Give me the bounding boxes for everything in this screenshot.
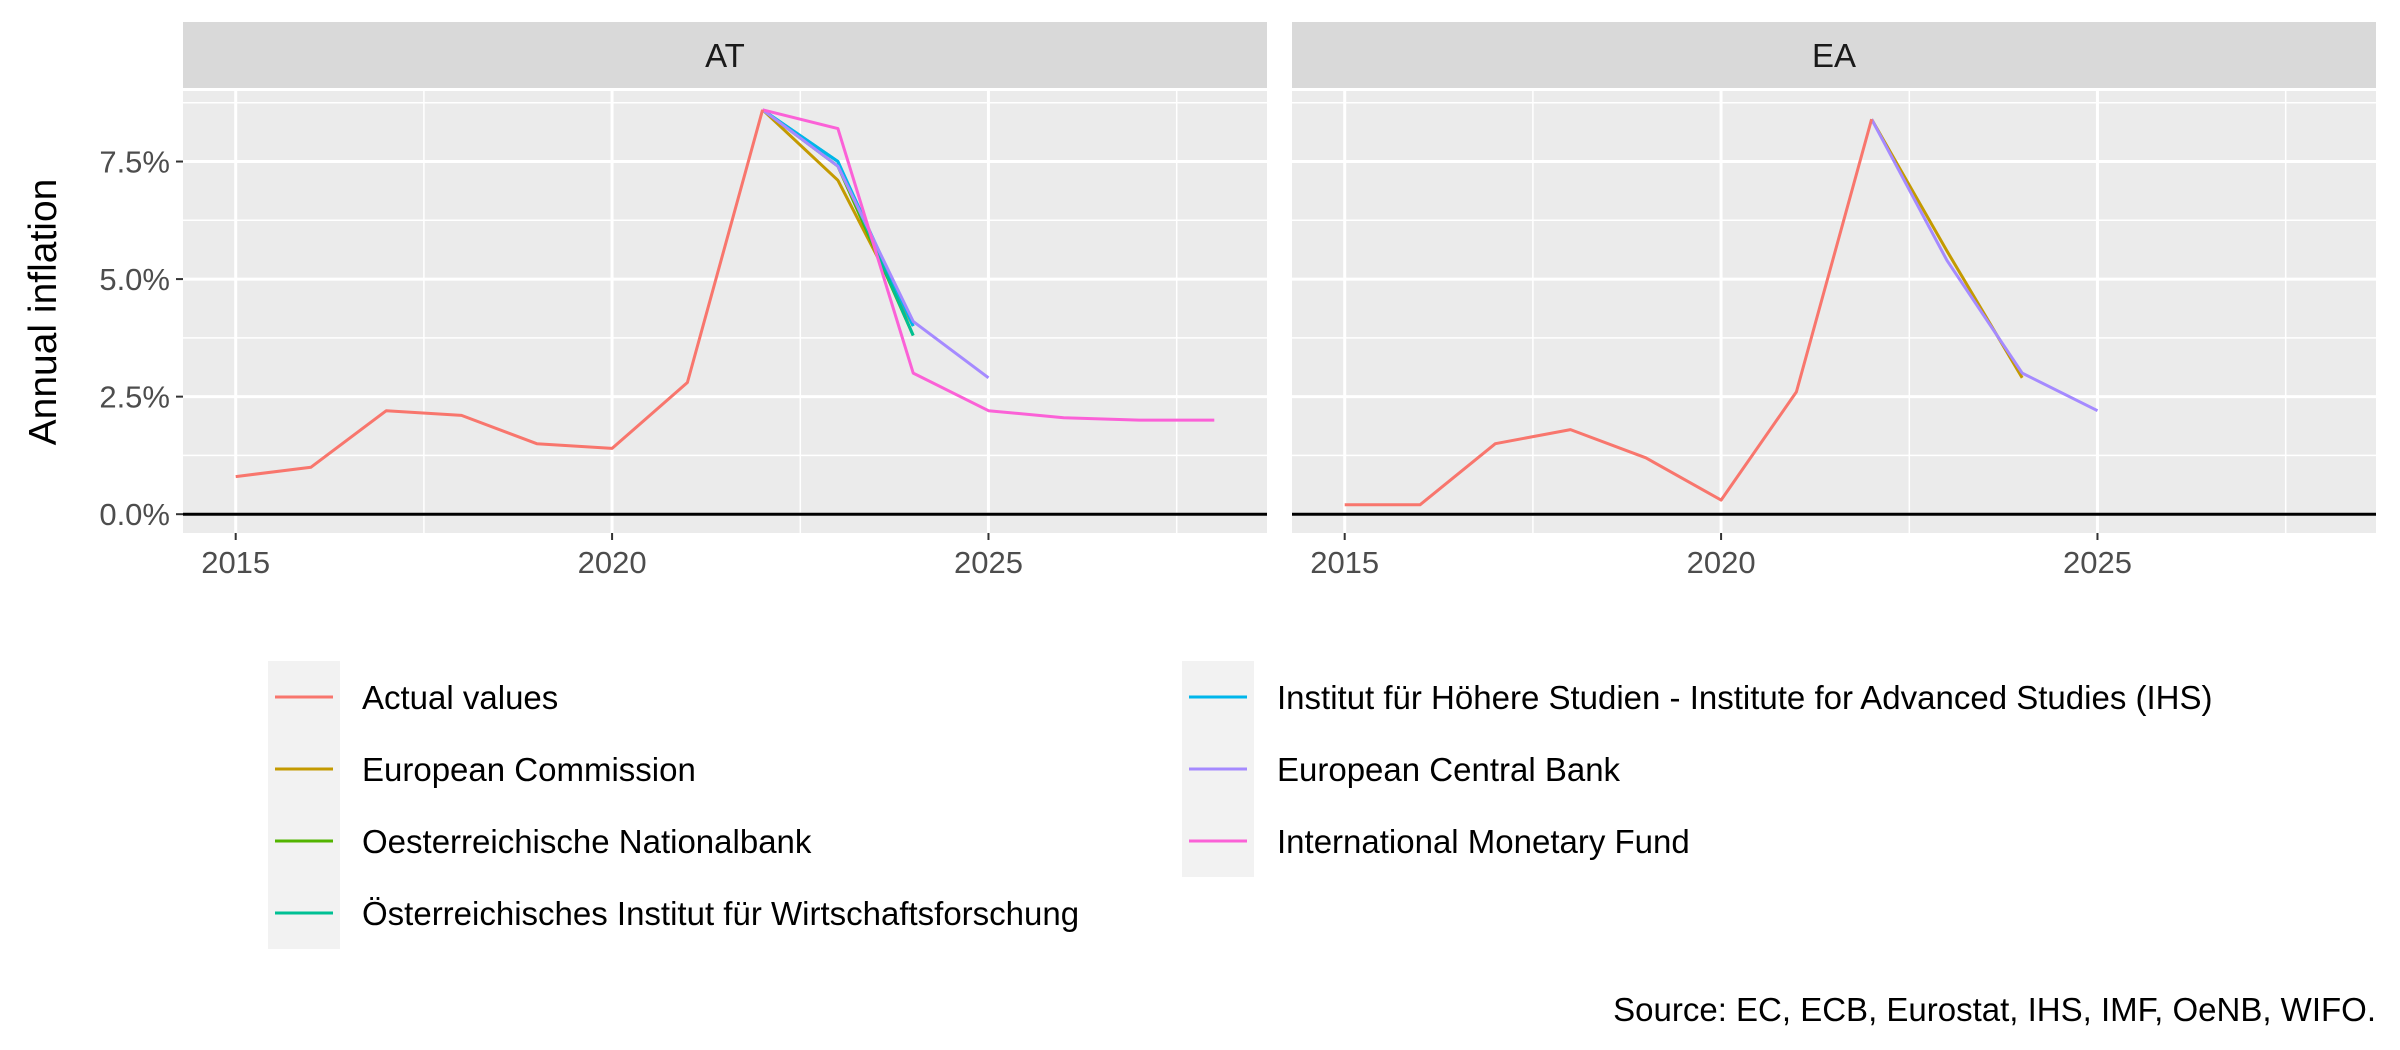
- series-line-actual-values: [235, 109, 765, 479]
- panel-background: [183, 91, 1267, 533]
- panel-background: [1292, 91, 2376, 533]
- legend-label: Österreichisches Institut für Wirtschaft…: [362, 895, 1079, 932]
- facet-strip-label: AT: [705, 37, 745, 74]
- legend-label: Oesterreichische Nationalbank: [362, 823, 812, 860]
- legend-label: European Central Bank: [1277, 751, 1621, 788]
- y-tick-label: 2.5%: [99, 380, 170, 415]
- x-tick-label: 2015: [1310, 545, 1379, 580]
- x-tick-label: 2020: [578, 545, 647, 580]
- series-line-actual-values: [1344, 118, 1874, 507]
- caption: Source: EC, ECB, Eurostat, IHS, IMF, OeN…: [1613, 991, 2376, 1028]
- facet-strip: [183, 22, 1267, 88]
- y-tick-label: 7.5%: [99, 145, 170, 180]
- x-tick-label: 2015: [201, 545, 270, 580]
- legend-label: International Monetary Fund: [1277, 823, 1690, 860]
- facet-strip: [1292, 22, 2376, 88]
- legend-label: Institut für Höhere Studien - Institute …: [1277, 679, 2212, 716]
- y-tick-label: 0.0%: [99, 497, 170, 532]
- facet-strip-label: EA: [1812, 37, 1856, 74]
- series-line-international-monetary-fund: [762, 108, 1215, 422]
- y-tick-label: 5.0%: [99, 262, 170, 297]
- x-tick-label: 2020: [1687, 545, 1756, 580]
- x-tick-label: 2025: [954, 545, 1023, 580]
- legend-label: European Commission: [362, 751, 696, 788]
- legend-label: Actual values: [362, 679, 558, 716]
- series-line-european-central-bank: [1870, 118, 2099, 413]
- y-axis-title: Annual inflation: [22, 179, 65, 446]
- series-line-european-central-bank: [761, 108, 990, 380]
- x-tick-label: 2025: [2063, 545, 2132, 580]
